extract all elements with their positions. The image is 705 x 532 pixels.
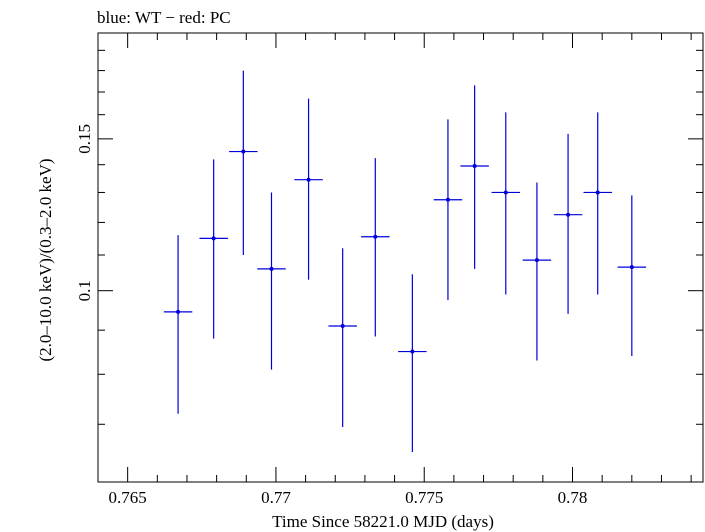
x-tick-label: 0.78: [558, 488, 588, 507]
data-point: [257, 192, 286, 370]
x-tick-label: 0.765: [109, 488, 147, 507]
x-tick-label: 0.77: [261, 488, 291, 507]
y-axis-label: (2.0–10.0 keV)/(0.3–2.0 keV): [36, 158, 55, 361]
plot-frame: [97, 32, 704, 483]
x-tick-label: 0.775: [405, 488, 443, 507]
y-tick-label: 0.15: [75, 124, 94, 154]
point-marker: [629, 265, 634, 270]
data-point: [229, 70, 258, 256]
data-point: [553, 133, 583, 314]
chart-title: blue: WT − red: PC: [97, 8, 231, 27]
data-point: [433, 119, 463, 301]
point-marker: [306, 177, 311, 182]
data-point: [491, 112, 521, 295]
x-axis-label: Time Since 58221.0 MJD (days): [272, 512, 494, 531]
point-marker: [503, 190, 508, 195]
point-marker: [211, 236, 216, 241]
data-point: [583, 112, 612, 295]
point-marker: [373, 234, 378, 239]
data-point: [294, 98, 323, 280]
point-marker: [340, 324, 345, 329]
point-marker: [595, 190, 600, 195]
data-point: [361, 158, 390, 337]
data-point: [617, 195, 647, 356]
point-marker: [445, 197, 450, 202]
point-marker: [269, 266, 274, 271]
point-marker: [534, 258, 539, 263]
point-marker: [566, 212, 571, 217]
data-point: [398, 274, 427, 453]
point-marker: [241, 149, 246, 154]
data-point: [199, 159, 228, 339]
point-marker: [410, 349, 415, 354]
series-wt: [163, 70, 647, 453]
data-point: [163, 235, 193, 414]
data-point: [460, 85, 489, 269]
data-point: [328, 248, 357, 427]
point-marker: [176, 309, 181, 314]
data-point: [522, 182, 552, 361]
y-tick-label: 0.1: [75, 280, 94, 301]
point-marker: [472, 164, 477, 169]
